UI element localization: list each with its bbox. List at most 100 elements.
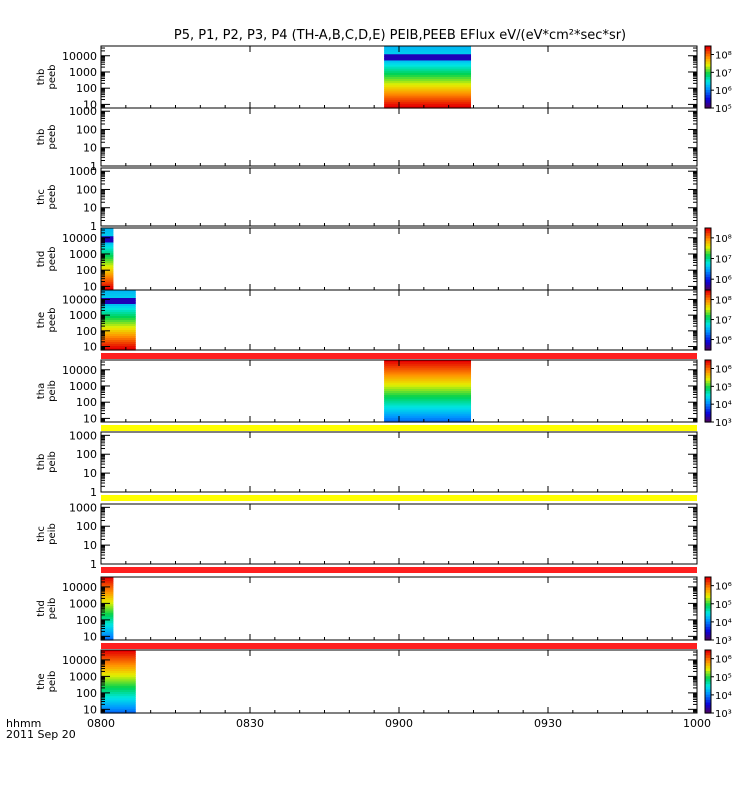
- colorbar-cell: [705, 398, 711, 402]
- spectrogram-cell: [101, 240, 114, 244]
- colorbar-cell: [705, 697, 711, 701]
- colorbar-cell: [705, 48, 711, 52]
- spectrogram-cell: [101, 332, 136, 335]
- spectrogram-cell: [384, 399, 472, 402]
- y-axis-label-line: peeb: [47, 125, 58, 150]
- spectrogram-cell: [101, 612, 114, 616]
- y-tick-label: 1000: [69, 501, 97, 514]
- spectrogram-cell: [101, 623, 114, 626]
- spectrogram-cell: [384, 54, 472, 57]
- y-axis-label-line: peib: [47, 671, 58, 693]
- spectrogram-cell: [384, 68, 472, 72]
- y-tick-label: 1: [90, 486, 97, 499]
- colorbar-cell: [705, 671, 711, 675]
- y-tick-label: 1000: [69, 670, 97, 683]
- spectrogram-cell: [101, 232, 114, 235]
- colorbar-cell: [705, 243, 711, 247]
- spectrogram-cell: [101, 581, 114, 584]
- spectrogram-cell: [101, 228, 114, 231]
- panel-frame: [100, 503, 698, 565]
- colorbar-cell: [705, 84, 711, 88]
- spectrogram-cell: [101, 318, 136, 321]
- spectrogram-cell: [101, 668, 136, 672]
- spectrogram-cell: [384, 56, 472, 59]
- colorbar-tick-label: 10⁸: [715, 296, 732, 307]
- spectrogram-cell: [101, 246, 114, 250]
- spectrogram-cell: [101, 334, 136, 337]
- spectrogram-cell: [101, 681, 136, 685]
- colorbar-cell: [705, 673, 711, 677]
- colorbar-cell: [705, 312, 711, 316]
- colorbar-cell: [705, 584, 711, 589]
- colorbar-cell: [705, 686, 711, 690]
- y-axis-label: the peib: [36, 671, 58, 693]
- spectrogram-cell: [101, 256, 114, 260]
- colorbar-cell: [705, 320, 711, 324]
- colorbar-cell: [705, 385, 711, 390]
- colorbar-tick-label: 10⁸: [715, 51, 732, 62]
- colorbar-cell: [705, 409, 711, 413]
- spectrogram-cell: [384, 58, 472, 62]
- spectrogram-cell: [101, 314, 136, 317]
- panel-frame: [100, 431, 698, 493]
- colorbar-tick-label: 10⁴: [715, 691, 732, 702]
- y-tick-label: 1000: [69, 105, 97, 118]
- y-axis-label: thb peeb: [36, 65, 58, 90]
- spectrogram-cell: [101, 290, 136, 293]
- spectrogram-cell: [101, 336, 136, 339]
- colorbar-cell: [705, 611, 711, 615]
- colorbar-cell: [705, 592, 711, 596]
- spectrogram-cell: [101, 598, 114, 601]
- spectrogram-cell: [101, 696, 136, 699]
- y-tick-label: 10000: [62, 293, 97, 306]
- x-tick-label: 0800: [87, 717, 115, 730]
- panel-frame: [100, 227, 698, 291]
- spectrogram-cell: [101, 285, 114, 289]
- colorbar-cell: [705, 290, 711, 294]
- colorbar-cell: [705, 89, 711, 94]
- colorbar-cell: [705, 655, 711, 659]
- colorbar-cell: [705, 305, 711, 309]
- spectrogram-cell: [101, 675, 136, 678]
- spectrogram-cell: [384, 79, 472, 82]
- y-axis-label-line: peib: [47, 523, 58, 545]
- colorbar-cell: [705, 274, 711, 278]
- y-axis-label-line: thb: [36, 129, 47, 146]
- colorbar-cell: [705, 699, 711, 704]
- spectrogram-cell: [384, 64, 472, 68]
- spectrogram-cell: [101, 616, 114, 620]
- spectrogram-cell: [101, 683, 136, 687]
- spectrogram-cell: [384, 366, 472, 369]
- colorbar-cell: [705, 393, 711, 397]
- spectrogram-cell: [101, 702, 136, 706]
- colorbar-cell: [705, 694, 711, 698]
- colorbar-cell: [705, 702, 711, 706]
- y-axis-label-line: peib: [47, 380, 58, 402]
- colorbar-cell: [705, 51, 711, 55]
- y-axis-label-line: peeb: [47, 65, 58, 90]
- spectrogram-cell: [101, 698, 136, 701]
- y-tick-label: 1: [90, 558, 97, 571]
- colorbar-cell: [705, 292, 711, 296]
- spectrogram-cell: [101, 324, 136, 327]
- colorbar-cell: [705, 668, 711, 672]
- y-tick-label: 10: [83, 341, 97, 354]
- y-axis-label-line: peib: [47, 451, 58, 473]
- colorbar-cell: [705, 634, 711, 638]
- y-tick-label: 100: [76, 183, 97, 196]
- spectrogram-cell: [101, 591, 114, 595]
- spectrogram-cell: [101, 662, 136, 666]
- spectrogram-cell: [384, 411, 472, 415]
- colorbar-cell: [705, 401, 711, 405]
- colorbar-cell: [705, 692, 711, 696]
- y-tick-label: 10: [83, 202, 97, 215]
- spectrogram-cell: [101, 254, 114, 258]
- colorbar-tick-label: 10⁸: [715, 234, 732, 245]
- y-axis-label: the peeb: [36, 308, 58, 333]
- colorbar-cell: [705, 632, 711, 636]
- spectrogram-cell: [101, 296, 136, 299]
- colorbar-cell: [705, 102, 711, 107]
- colorbar-cell: [705, 378, 711, 382]
- colorbar-cell: [705, 362, 711, 366]
- colorbar-cell: [705, 332, 711, 336]
